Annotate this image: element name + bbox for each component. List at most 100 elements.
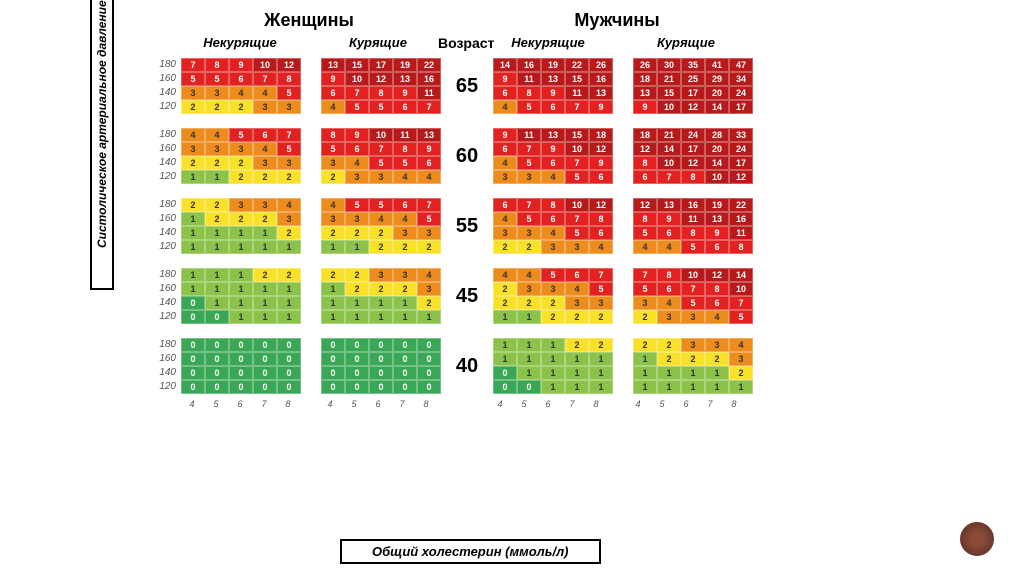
risk-cell: 1 xyxy=(181,268,205,282)
chol-label: 8 xyxy=(276,399,300,409)
risk-cell: 4 xyxy=(417,268,441,282)
bp-label: 140 xyxy=(150,366,176,380)
risk-cell: 7 xyxy=(417,198,441,212)
risk-cell: 8 xyxy=(205,58,229,72)
risk-cell: 8 xyxy=(633,212,657,226)
chol-label: 5 xyxy=(650,399,674,409)
risk-cell: 0 xyxy=(345,352,369,366)
risk-cell: 1 xyxy=(321,310,345,324)
risk-cell: 2 xyxy=(253,268,277,282)
risk-cell: 6 xyxy=(705,240,729,254)
age-value: 40 xyxy=(456,355,478,378)
risk-cell: 6 xyxy=(541,212,565,226)
bp-label: 180 xyxy=(150,268,176,282)
risk-cell: 5 xyxy=(205,72,229,86)
bp-labels: 180160140120 xyxy=(150,198,180,254)
risk-cell: 4 xyxy=(253,86,277,100)
header-women: Женщины xyxy=(180,10,438,31)
risk-cell: 6 xyxy=(493,86,517,100)
bp-label: 160 xyxy=(150,212,176,226)
risk-cell: 4 xyxy=(321,198,345,212)
bp-label: 140 xyxy=(150,86,176,100)
risk-cell: 25 xyxy=(681,72,705,86)
chol-label: 5 xyxy=(342,399,366,409)
risk-cell: 17 xyxy=(729,100,753,114)
risk-cell: 9 xyxy=(493,128,517,142)
risk-cell: 3 xyxy=(277,212,301,226)
risk-cell: 24 xyxy=(729,142,753,156)
risk-cell: 0 xyxy=(277,366,301,380)
risk-cell: 1 xyxy=(565,366,589,380)
risk-cell: 26 xyxy=(589,58,613,72)
risk-cell: 3 xyxy=(681,338,705,352)
risk-cell: 12 xyxy=(369,72,393,86)
risk-cell: 13 xyxy=(705,212,729,226)
risk-cell: 5 xyxy=(277,86,301,100)
risk-cell: 7 xyxy=(657,170,681,184)
chart-grid: 1801601401207891012556783344522233131517… xyxy=(150,57,1004,395)
risk-cell: 0 xyxy=(393,380,417,394)
header-men: Мужчины xyxy=(488,10,746,31)
risk-cell: 2 xyxy=(253,212,277,226)
risk-cell: 10 xyxy=(253,58,277,72)
risk-cell: 2 xyxy=(181,100,205,114)
risk-cell: 22 xyxy=(417,58,441,72)
chol-label: 8 xyxy=(584,399,608,409)
block-mn-55: 6781012456783345622334 xyxy=(492,197,614,255)
risk-cell: 7 xyxy=(565,212,589,226)
risk-cell: 4 xyxy=(493,212,517,226)
risk-cell: 0 xyxy=(369,338,393,352)
chol-labels: 45678 xyxy=(626,399,746,409)
risk-cell: 5 xyxy=(517,156,541,170)
chol-label: 7 xyxy=(560,399,584,409)
risk-cell: 0 xyxy=(277,352,301,366)
risk-cell: 1 xyxy=(229,226,253,240)
risk-cell: 9 xyxy=(541,86,565,100)
risk-cell: 6 xyxy=(417,156,441,170)
risk-cell: 7 xyxy=(589,268,613,282)
risk-cell: 2 xyxy=(229,100,253,114)
risk-cell: 4 xyxy=(657,240,681,254)
risk-cell: 7 xyxy=(517,198,541,212)
risk-cell: 8 xyxy=(633,156,657,170)
bp-label: 120 xyxy=(150,170,176,184)
risk-cell: 7 xyxy=(729,296,753,310)
risk-cell: 2 xyxy=(253,170,277,184)
risk-cell: 13 xyxy=(541,128,565,142)
block-wn-45: 11122111110111100111 xyxy=(180,267,302,325)
risk-cell: 8 xyxy=(657,268,681,282)
risk-cell: 0 xyxy=(417,352,441,366)
risk-cell: 2 xyxy=(321,170,345,184)
bp-label: 160 xyxy=(150,72,176,86)
risk-cell: 22 xyxy=(729,198,753,212)
risk-cell: 9 xyxy=(321,72,345,86)
risk-cell: 1 xyxy=(565,380,589,394)
chol-label: 8 xyxy=(722,399,746,409)
risk-cell: 13 xyxy=(657,198,681,212)
risk-cell: 14 xyxy=(705,156,729,170)
risk-cell: 2 xyxy=(589,338,613,352)
risk-cell: 19 xyxy=(705,198,729,212)
bp-label: 180 xyxy=(150,128,176,142)
risk-cell: 2 xyxy=(657,352,681,366)
risk-cell: 16 xyxy=(417,72,441,86)
risk-cell: 1 xyxy=(205,296,229,310)
risk-cell: 11 xyxy=(565,86,589,100)
chol-label: 6 xyxy=(536,399,560,409)
risk-cell: 1 xyxy=(633,352,657,366)
risk-cell: 6 xyxy=(345,142,369,156)
risk-cell: 3 xyxy=(517,226,541,240)
risk-cell: 1 xyxy=(345,240,369,254)
risk-cell: 6 xyxy=(565,268,589,282)
risk-cell: 0 xyxy=(369,366,393,380)
risk-cell: 7 xyxy=(417,100,441,114)
block-wn-40: 00000000000000000000 xyxy=(180,337,302,395)
risk-cell: 12 xyxy=(729,170,753,184)
risk-cell: 0 xyxy=(229,366,253,380)
bp-label: 180 xyxy=(150,338,176,352)
risk-cell: 15 xyxy=(565,72,589,86)
risk-cell: 5 xyxy=(681,296,705,310)
risk-cell: 4 xyxy=(253,142,277,156)
age-value: 45 xyxy=(456,285,478,308)
risk-cell: 9 xyxy=(705,226,729,240)
